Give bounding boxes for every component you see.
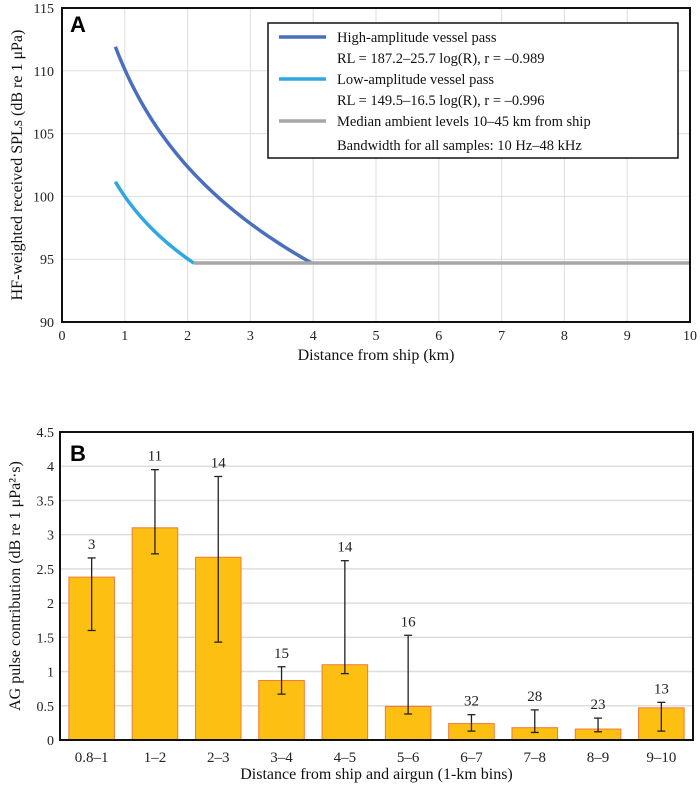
count-label: 15 [274,646,289,662]
y-tick-label: 3 [47,529,54,544]
y-tick-label: 100 [33,190,54,205]
legend-text: RL = 149.5–16.5 log(R), r = –0.996 [337,93,545,109]
y-tick-label: 0 [47,734,54,749]
x-tick-label: 8 [561,329,568,344]
legend-box [267,22,679,159]
bar-4–5 [321,664,369,741]
x-tick-label: 7–8 [524,750,547,766]
x-tick-label: 6 [435,329,442,344]
y-axis-label-a: HF-weighted received SPLs (dB re 1 μPa) [9,30,26,301]
x-axis-label-b: Distance from ship and airgun (1-km bins… [240,766,513,783]
legend-text: Median ambient levels 10–45 km from ship [337,114,591,130]
series-line-1 [113,180,195,265]
x-tick-label: 1 [121,329,128,344]
x-tick-label: 7 [498,329,505,344]
count-label: 13 [654,681,669,697]
x-tick-label: 9–10 [646,750,676,766]
plot-frame-b [59,431,694,741]
x-tick-label: 4 [310,329,317,344]
panel-label-b: B [70,441,86,466]
plot-frame-a [61,7,691,323]
y-tick-label: 95 [40,253,54,268]
x-tick-label: 1–2 [144,750,167,766]
count-label: 32 [464,694,479,710]
bar-1–2 [131,527,179,741]
count-label: 23 [591,697,606,713]
count-label: 14 [337,540,353,556]
count-label: 28 [527,689,542,705]
y-tick-label: 0.5 [37,700,55,715]
y-tick-label: 105 [33,128,54,143]
y-tick-label: 90 [40,316,54,331]
x-tick-label: 5 [373,329,380,344]
count-label: 16 [401,614,417,630]
y-tick-label: 2 [47,597,54,612]
y-tick-label: 2.5 [37,563,55,578]
series-line-0 [113,46,313,265]
legend-text: RL = 187.2–25.7 log(R), r = –0.989 [337,51,545,67]
x-tick-label: 3 [247,329,254,344]
count-label: 14 [211,455,227,471]
x-tick-label: 6–7 [460,750,483,766]
x-tick-label: 4–5 [334,750,357,766]
y-tick-label: 1 [47,666,54,681]
x-tick-label: 3–4 [270,750,293,766]
legend-text: Bandwidth for all samples: 10 Hz–48 kHz [337,138,582,154]
legend-text: High-amplitude vessel pass [337,30,497,46]
legend-text: Low-amplitude vessel pass [337,72,494,88]
x-tick-label: 0 [59,329,66,344]
x-tick-label: 5–6 [397,750,420,766]
x-tick-label: 8–9 [587,750,610,766]
y-tick-label: 110 [34,65,54,80]
count-label: 11 [148,449,162,465]
y-tick-label: 3.5 [37,494,55,509]
y-tick-label: 4 [47,460,54,475]
x-tick-label: 2–3 [207,750,230,766]
x-tick-label: 2 [184,329,191,344]
x-tick-label: 10 [683,329,697,344]
x-axis-label-a: Distance from ship (km) [298,347,455,364]
legend: High-amplitude vessel pass RL = 187.2–25.… [267,22,679,159]
x-tick-label: 9 [624,329,631,344]
panel-label-a: A [70,12,86,37]
y-tick-label: 4.5 [37,426,55,441]
y-axis-label-b: AG pulse contribution (dB re 1 μPa²·s) [7,461,24,711]
y-tick-label: 1.5 [37,631,55,646]
y-tick-label: 115 [34,2,54,17]
count-label: 3 [88,537,96,553]
x-tick-label: 0.8–1 [75,750,109,766]
